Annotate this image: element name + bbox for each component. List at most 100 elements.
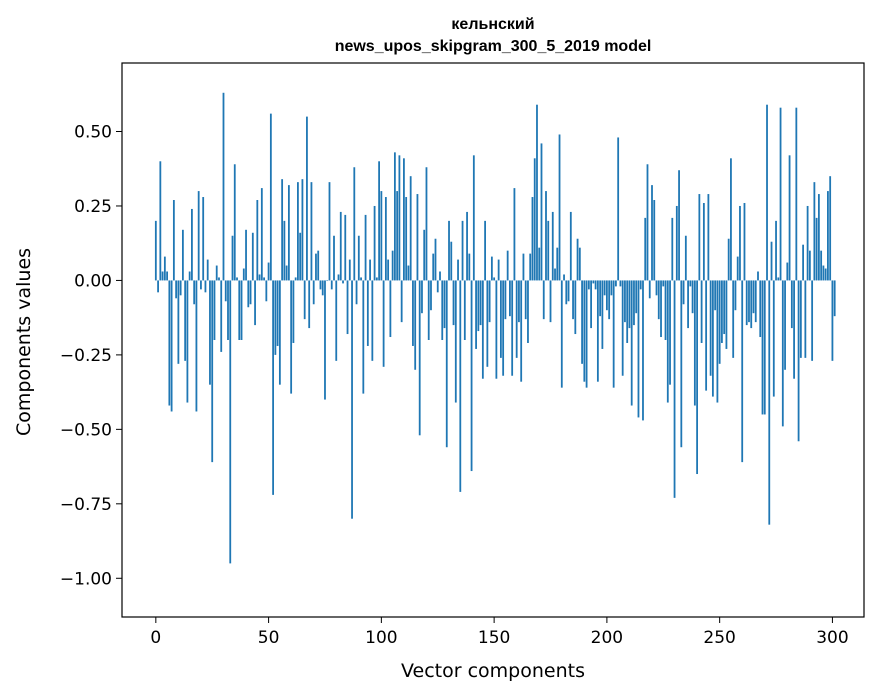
bar	[326, 280, 329, 282]
bar	[642, 280, 644, 421]
bar	[369, 259, 371, 281]
bar	[732, 280, 735, 358]
bar	[718, 280, 721, 364]
bar	[405, 197, 408, 281]
bar	[693, 280, 696, 406]
bar	[633, 280, 635, 326]
bar	[772, 280, 775, 397]
bar	[711, 280, 714, 397]
bar	[689, 280, 692, 287]
bar	[490, 256, 493, 281]
bar	[666, 280, 669, 403]
bar	[445, 280, 448, 448]
bar	[536, 104, 538, 281]
chart-title-line1: кельнский	[451, 16, 534, 33]
bar	[784, 280, 786, 370]
bar	[759, 280, 762, 338]
bar	[587, 280, 590, 290]
bar	[161, 271, 164, 281]
y-tick-label: −1.00	[60, 569, 112, 589]
x-tick-label: 0	[150, 628, 161, 648]
bar	[186, 280, 189, 403]
bar	[468, 253, 471, 281]
bar	[716, 280, 719, 403]
bar	[342, 280, 344, 284]
bar	[375, 277, 378, 281]
bar	[450, 241, 453, 281]
bar	[269, 113, 272, 281]
bar	[707, 194, 710, 281]
bar	[306, 116, 308, 281]
bar	[605, 280, 608, 311]
bar	[430, 280, 432, 311]
bar	[328, 182, 331, 281]
bar	[743, 202, 746, 281]
bar	[806, 205, 809, 281]
bar	[795, 107, 798, 281]
bar	[470, 280, 473, 472]
bar	[702, 202, 705, 281]
bar	[154, 220, 157, 281]
y-tick-label: −0.75	[60, 495, 112, 515]
bar	[389, 280, 392, 338]
bar	[558, 134, 561, 281]
bar	[202, 197, 205, 281]
bar	[321, 280, 324, 296]
bar	[793, 280, 795, 379]
bar	[317, 250, 320, 281]
bar	[590, 280, 592, 329]
bar	[206, 259, 209, 281]
bar	[211, 280, 214, 463]
bar	[166, 271, 168, 281]
bar	[249, 280, 252, 305]
bar	[763, 280, 766, 415]
bar	[766, 104, 768, 281]
bar	[748, 280, 750, 323]
bar	[168, 280, 171, 406]
bar	[238, 280, 241, 340]
bar	[509, 280, 511, 317]
bar	[384, 197, 387, 281]
bar	[615, 280, 617, 287]
x-axis-label: Vector components	[401, 660, 585, 682]
bar	[170, 280, 173, 412]
bar	[502, 280, 505, 376]
bar	[497, 259, 500, 281]
bar	[770, 241, 773, 281]
bar	[513, 188, 516, 281]
bar	[533, 158, 536, 281]
bar	[619, 280, 622, 287]
bar	[319, 280, 322, 290]
bar	[432, 253, 435, 281]
bar	[698, 194, 701, 281]
bar	[346, 280, 349, 335]
bar	[360, 277, 362, 281]
bar	[337, 274, 340, 281]
bar	[265, 280, 268, 302]
bar	[660, 280, 662, 338]
bar	[531, 197, 534, 281]
bar	[669, 280, 671, 385]
bar	[596, 280, 599, 382]
bar	[380, 191, 383, 281]
bar	[678, 170, 680, 281]
bar	[680, 280, 683, 448]
bar	[197, 191, 200, 281]
bar	[662, 280, 665, 287]
bar	[475, 280, 477, 349]
bar	[466, 211, 468, 281]
bar	[463, 280, 466, 340]
bar	[786, 262, 789, 281]
bar	[648, 280, 651, 299]
bar	[779, 107, 782, 281]
bar	[739, 205, 741, 281]
bar	[412, 280, 414, 346]
bar	[540, 143, 543, 281]
bar	[448, 220, 450, 281]
bar	[254, 280, 256, 326]
bar	[551, 211, 554, 281]
bar	[657, 280, 660, 320]
bar	[172, 200, 175, 281]
bar	[393, 152, 396, 281]
bar	[511, 280, 514, 376]
